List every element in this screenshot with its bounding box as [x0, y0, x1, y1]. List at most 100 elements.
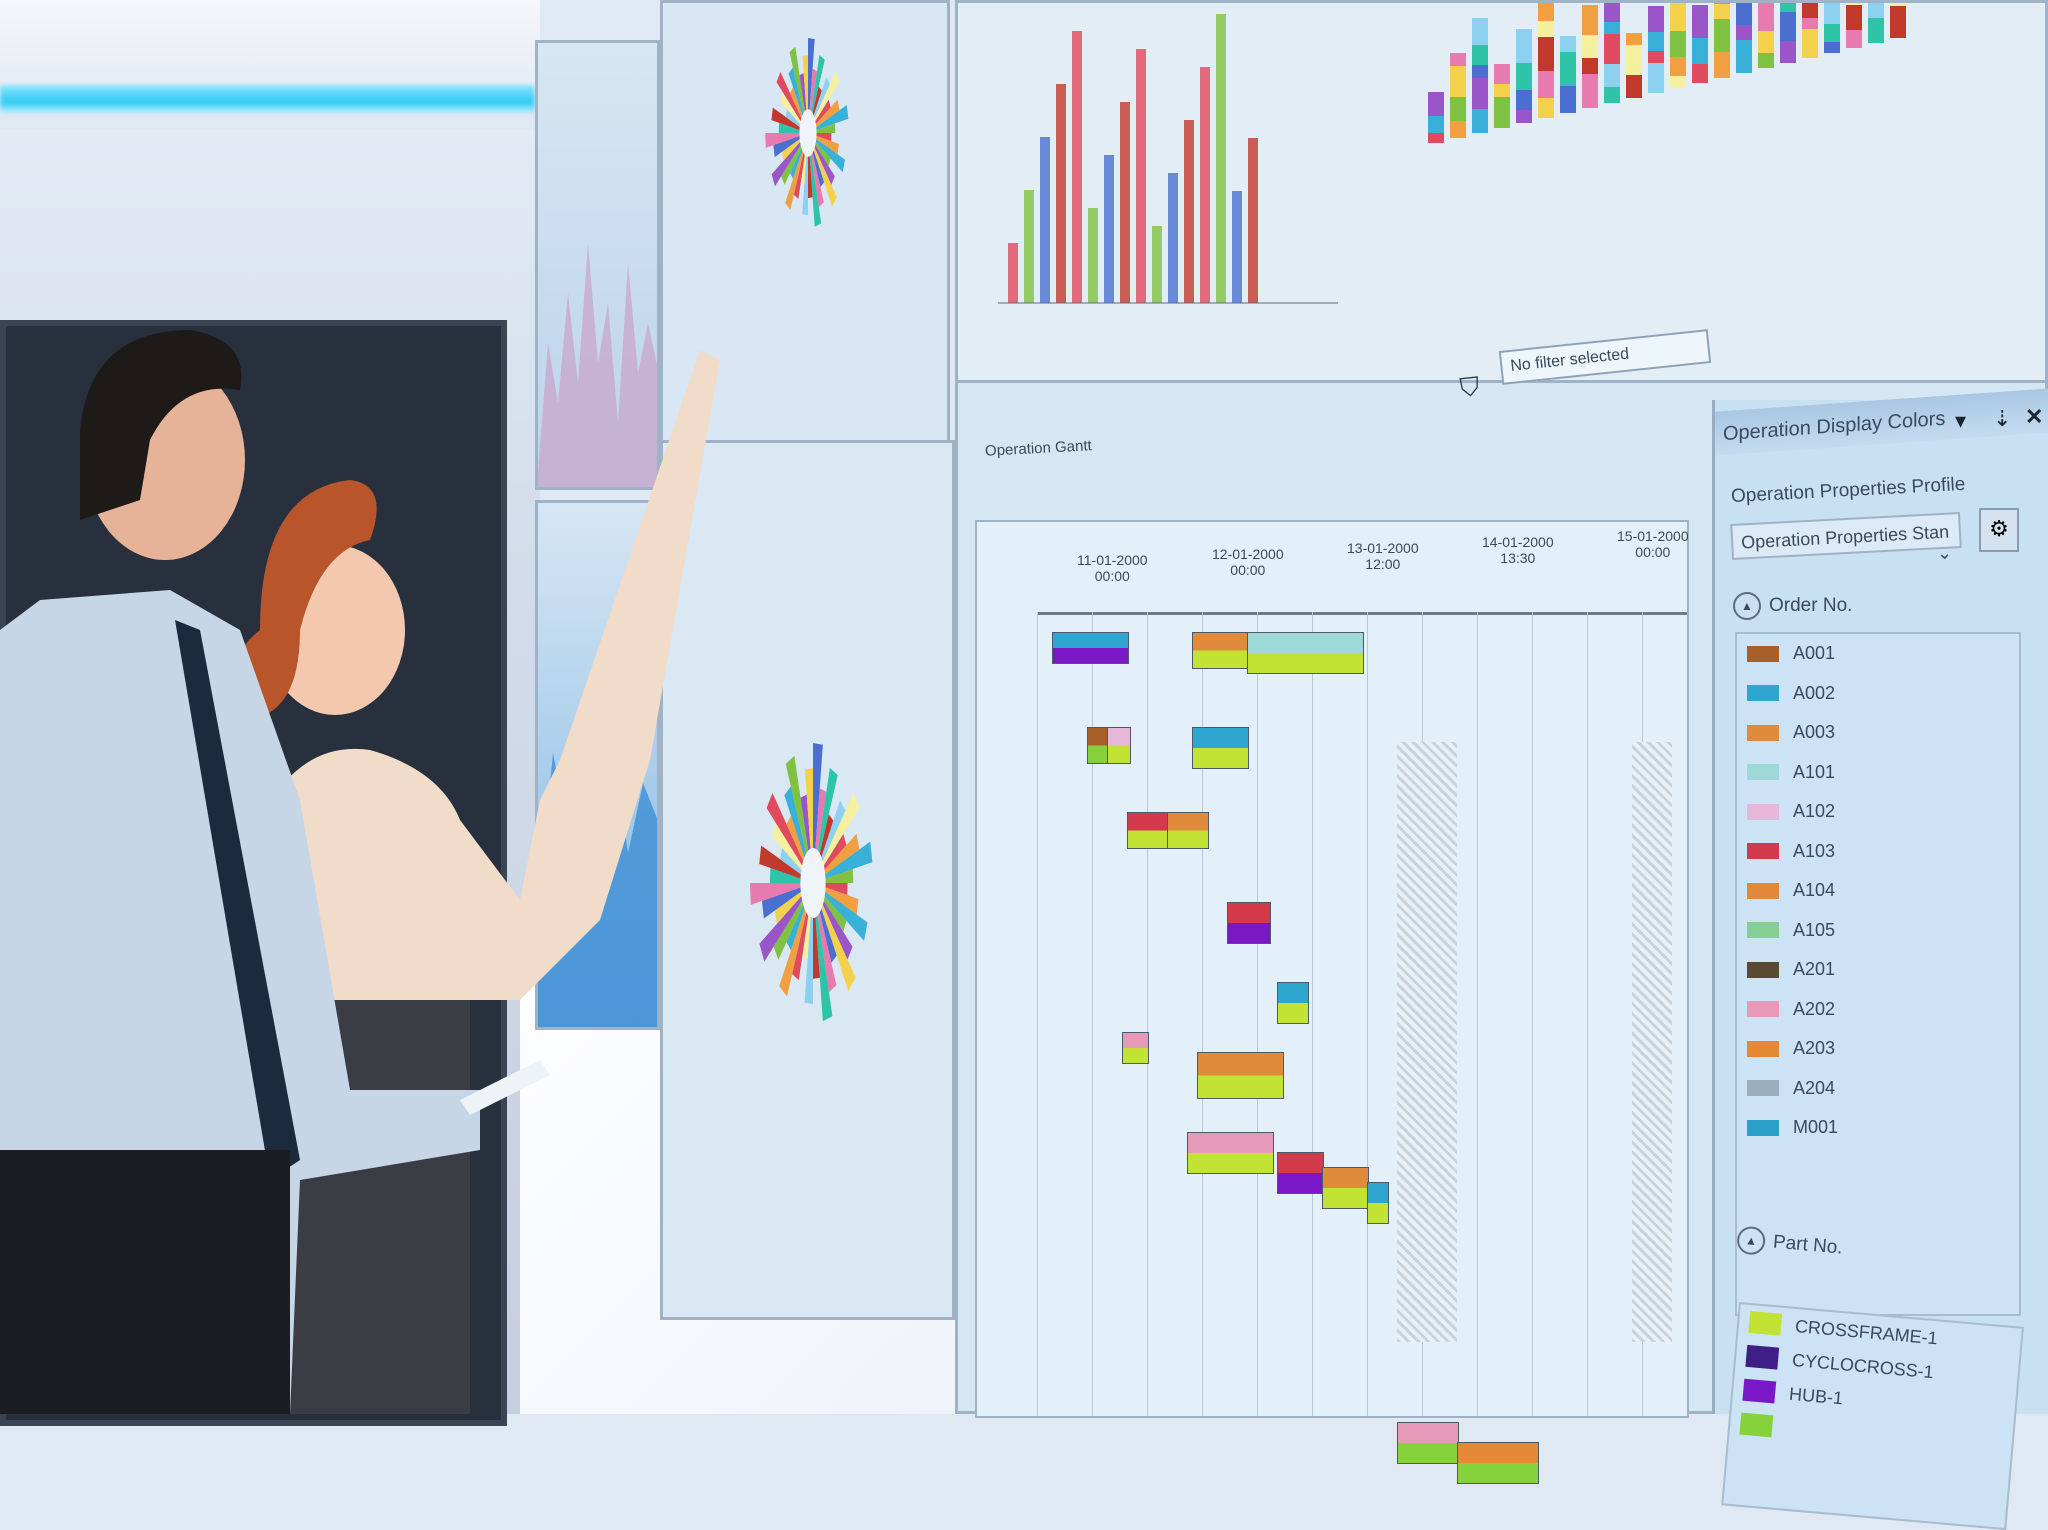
- stacked-bar-segment: [1560, 86, 1576, 113]
- pie-slice: [759, 883, 813, 962]
- operation-bar[interactable]: [1247, 632, 1364, 674]
- pie-slice: [761, 883, 813, 919]
- stacked-bar-segment: [1516, 90, 1532, 110]
- stacked-bar-segment: [1780, 12, 1796, 41]
- order-item[interactable]: A001: [1737, 634, 2019, 674]
- stacked-bar-segment: [1604, 64, 1620, 87]
- part-section-label: Part No.: [1772, 1231, 1844, 1259]
- stacked-bar-segment: [1450, 121, 1466, 138]
- grid-line: [1587, 612, 1588, 1416]
- pie-slice: [808, 133, 822, 227]
- operation-bar[interactable]: [1457, 1442, 1539, 1484]
- stacked-bar-segment: [1670, 57, 1686, 76]
- stacked-bar-segment: [1780, 41, 1796, 63]
- bar: [1200, 67, 1210, 303]
- pie-slice: [813, 743, 823, 883]
- operation-bar[interactable]: [1052, 632, 1129, 664]
- order-item[interactable]: A105: [1737, 911, 2019, 951]
- order-item[interactable]: M001: [1737, 1108, 2019, 1148]
- pie-slice: [759, 845, 813, 883]
- stacked-bar-segment: [1670, 3, 1686, 31]
- collapse-icon[interactable]: ▲: [1735, 1225, 1767, 1256]
- operation-bar[interactable]: [1107, 727, 1131, 764]
- color-swatch: [1747, 961, 1779, 978]
- stacked-bar-segment: [1450, 97, 1466, 121]
- gantt-body: [977, 612, 1687, 1484]
- operation-bar[interactable]: [1192, 632, 1249, 669]
- bar: [1136, 49, 1146, 303]
- stacked-bar-segment: [1758, 53, 1774, 68]
- stacked-bar-segment: [1582, 5, 1598, 35]
- bar: [1056, 84, 1066, 303]
- bar: [1248, 138, 1258, 303]
- settings-icon[interactable]: ⚙: [1979, 508, 2019, 552]
- pie-slice: [808, 104, 849, 133]
- collapse-icon[interactable]: ▲: [1733, 592, 1761, 620]
- filter-icon[interactable]: ⛉: [1458, 371, 1481, 403]
- order-item[interactable]: A003: [1737, 713, 2019, 753]
- grid-line: [1477, 612, 1478, 1416]
- stacked-bar-segment: [1604, 34, 1620, 64]
- color-swatch: [1747, 685, 1779, 702]
- stacked-bar-segment: [1802, 3, 1818, 18]
- stacked-bar-segment: [1604, 22, 1620, 34]
- stacked-bar-segment: [1516, 63, 1532, 90]
- close-icon[interactable]: ✕: [2025, 404, 2044, 429]
- operation-bar[interactable]: [1397, 1422, 1459, 1464]
- pie-slice: [779, 883, 813, 997]
- stacked-bar-segment: [1648, 6, 1664, 32]
- operation-bar[interactable]: [1277, 982, 1309, 1024]
- stacked-bar-segment: [1670, 31, 1686, 57]
- stacked-bar-segment: [1582, 58, 1598, 74]
- order-item[interactable]: A204: [1737, 1069, 2019, 1109]
- part-list: CROSSFRAME-1 CYCLOCROSS-1 HUB-1: [1721, 1302, 2024, 1530]
- stacked-bar-segment: [1626, 75, 1642, 98]
- order-item[interactable]: A103: [1737, 832, 2019, 872]
- order-section-header[interactable]: ▲ Order No.: [1733, 592, 1852, 620]
- stacked-bar-segment: [1868, 3, 1884, 18]
- order-item[interactable]: A104: [1737, 871, 2019, 911]
- bar: [1104, 155, 1114, 303]
- grid-line: [1202, 612, 1203, 1416]
- timeline-label: 15-01-2000 00:00: [1617, 528, 1689, 560]
- operation-bar[interactable]: [1197, 1052, 1284, 1099]
- order-label: A203: [1793, 1038, 1836, 1059]
- operation-bar[interactable]: [1277, 1152, 1324, 1194]
- people: [0, 330, 720, 1414]
- operation-bar[interactable]: [1187, 1132, 1274, 1174]
- stacked-bar-segment: [1648, 63, 1664, 93]
- operation-bar[interactable]: [1167, 812, 1209, 849]
- stacked-bar-segment: [1428, 116, 1444, 133]
- operation-bar[interactable]: [1322, 1167, 1369, 1209]
- order-item[interactable]: A101: [1737, 753, 2019, 793]
- operation-bar[interactable]: [1127, 812, 1169, 849]
- operation-bar[interactable]: [1192, 727, 1249, 769]
- part-label: CYCLOCROSS-1: [1791, 1349, 1935, 1382]
- color-swatch: [1747, 1001, 1779, 1018]
- dropdown-icon[interactable]: ▾: [1955, 408, 1967, 433]
- pin-icon[interactable]: ⇣: [1993, 406, 2012, 431]
- order-item[interactable]: A102: [1737, 792, 2019, 832]
- pie-slice: [773, 133, 808, 158]
- stacked-bar-segment: [1494, 64, 1510, 84]
- profile-label: Operation Properties Profile: [1730, 473, 1966, 508]
- order-item[interactable]: A203: [1737, 1029, 2019, 1069]
- pie-slice: [808, 38, 815, 133]
- order-item[interactable]: A202: [1737, 990, 2019, 1030]
- profile-select[interactable]: Operation Properties Stan ⌄: [1730, 512, 1962, 563]
- pie-slice: [750, 883, 813, 905]
- order-list: A001 A002 A003 A101 A102 A103 A104 A105 A201 A202…: [1735, 632, 2021, 1316]
- stacked-bar-segment: [1472, 109, 1488, 133]
- stacked-bar-segment: [1714, 19, 1730, 52]
- stacked-bar-segment: [1736, 25, 1752, 40]
- order-item[interactable]: A201: [1737, 950, 2019, 990]
- stacked-bar-segment: [1428, 92, 1444, 116]
- bar-chart-screen: [955, 0, 2048, 400]
- order-item[interactable]: A002: [1737, 674, 2019, 714]
- operation-bar[interactable]: [1122, 1032, 1149, 1064]
- operation-bar[interactable]: [1227, 902, 1271, 944]
- stacked-bar-segment: [1450, 53, 1466, 66]
- order-label: A003: [1793, 722, 1836, 743]
- color-swatch: [1747, 843, 1779, 860]
- operation-bar[interactable]: [1367, 1182, 1389, 1224]
